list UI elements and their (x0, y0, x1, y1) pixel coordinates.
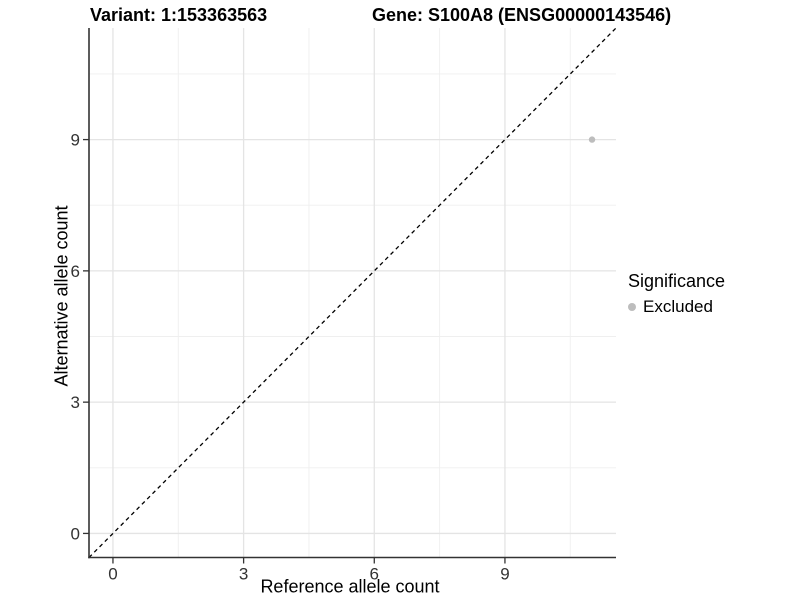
x-tick-label: 0 (108, 565, 117, 584)
legend: Significance Excluded (628, 271, 725, 317)
legend-item-excluded: Excluded (628, 297, 725, 317)
x-axis-label: Reference allele count (260, 576, 440, 597)
x-tick-label: 6 (370, 565, 379, 584)
y-tick-label: 3 (71, 393, 80, 412)
y-tick-label: 9 (71, 131, 80, 150)
plot-title-gene: Gene: S100A8 (ENSG00000143546) (372, 5, 672, 25)
legend-item-label: Excluded (643, 297, 713, 316)
y-axis-label: Alternative allele count (51, 205, 72, 387)
x-tick-label: 3 (239, 565, 248, 584)
legend-title: Significance (628, 271, 726, 291)
x-tick-label: 9 (500, 565, 509, 584)
identity-line (88, 27, 617, 558)
legend-point-icon (628, 303, 636, 311)
plot-title-variant: Variant: 1:153363563 (90, 5, 268, 25)
y-tick-label: 0 (71, 524, 80, 543)
data-point (588, 136, 596, 143)
y-tick-label: 6 (71, 262, 80, 281)
